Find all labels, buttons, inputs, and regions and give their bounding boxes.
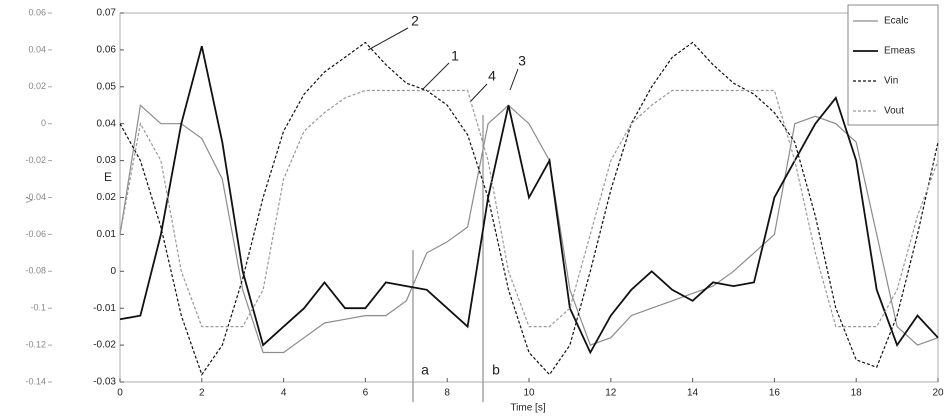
y2-tick-label: 0.06 xyxy=(28,7,46,17)
annotation: 2 xyxy=(411,13,419,29)
y2-axis-label: V xyxy=(24,197,34,203)
y2-tick-label: 0 xyxy=(41,118,46,128)
x-tick-label: 12 xyxy=(605,388,617,399)
x-tick-label: 4 xyxy=(281,388,287,399)
y2-tick-label: -0.08 xyxy=(25,266,46,276)
x-tick-label: 8 xyxy=(444,388,450,399)
leader-4 xyxy=(469,83,488,103)
annotation: 3 xyxy=(518,53,526,69)
y2-tick-label: -0.04 xyxy=(25,192,46,202)
legend-label: Ecalc xyxy=(884,16,908,27)
leader-3 xyxy=(509,68,519,91)
y2-tick-label: 0.04 xyxy=(28,44,46,54)
legend-label: Vin xyxy=(884,76,898,87)
annotation: 4 xyxy=(488,68,496,84)
series-line xyxy=(119,45,939,355)
y-tick-label: 0.06 xyxy=(97,45,117,56)
y2-tick-label: -0.02 xyxy=(25,155,46,165)
y-axis-label: E xyxy=(104,170,112,184)
x-tick-label: 0 xyxy=(117,388,123,399)
y2-tick-label: 0.02 xyxy=(28,81,46,91)
y-tick-label: 0.01 xyxy=(97,229,117,240)
leader-1 xyxy=(421,62,450,91)
y-tick-label: -0.02 xyxy=(93,340,116,351)
legend-label: Vout xyxy=(884,106,904,117)
x-tick-label: 18 xyxy=(851,388,863,399)
y-tick-label: 0.07 xyxy=(97,8,117,19)
y-tick-label: 0.04 xyxy=(97,118,117,129)
x-axis-label: Time [s] xyxy=(510,403,545,414)
x-tick-label: 6 xyxy=(363,388,369,399)
y-tick-label: 0.05 xyxy=(97,81,117,92)
annotation: a xyxy=(421,362,429,378)
y-tick-label: 0.03 xyxy=(97,155,117,166)
legend-label: Emeas xyxy=(884,46,915,57)
x-tick-label: 2 xyxy=(199,388,205,399)
series-line xyxy=(119,89,939,328)
y2-tick-label: -0.1 xyxy=(30,303,46,313)
legend-box xyxy=(847,4,939,126)
x-tick-label: 14 xyxy=(687,388,699,399)
x-tick-label: 10 xyxy=(523,388,535,399)
y-tick-label: -0.01 xyxy=(93,303,116,314)
series-line xyxy=(119,104,939,354)
y-tick-label: -0.03 xyxy=(93,377,116,388)
leader-2 xyxy=(367,27,409,51)
x-tick-label: 20 xyxy=(932,388,944,399)
y2-tick-label: -0.12 xyxy=(25,339,46,349)
y2-tick-label: -0.14 xyxy=(25,376,46,386)
annotation: 1 xyxy=(451,48,459,64)
series-line xyxy=(119,41,939,376)
y-tick-label: 0.02 xyxy=(97,192,117,203)
y2-tick-label: -0.06 xyxy=(25,229,46,239)
y-tick-label: 0 xyxy=(110,266,116,277)
annotation: b xyxy=(492,362,500,378)
x-tick-label: 16 xyxy=(769,388,781,399)
